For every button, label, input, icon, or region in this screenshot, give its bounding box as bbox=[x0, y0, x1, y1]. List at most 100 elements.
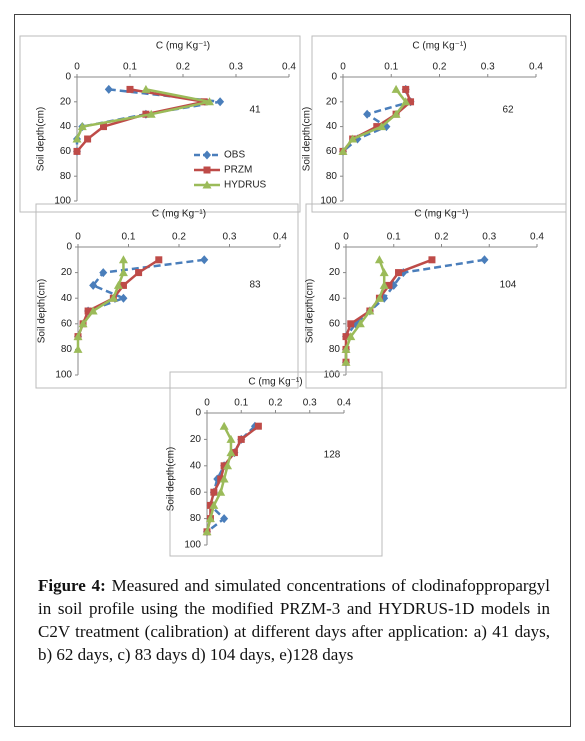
marker bbox=[428, 256, 436, 264]
marker bbox=[88, 306, 98, 315]
marker bbox=[126, 85, 134, 93]
x-tick-label: 0.3 bbox=[303, 398, 317, 409]
x-tick-label: 0.2 bbox=[176, 62, 190, 73]
y-tick-label: 40 bbox=[329, 293, 341, 304]
annotation: 62 bbox=[502, 105, 514, 116]
x-tick-label: 0.4 bbox=[529, 62, 543, 73]
x-tick-label: 0 bbox=[343, 232, 349, 243]
x-tick-label: 0 bbox=[204, 398, 210, 409]
y-tick-label: 0 bbox=[334, 242, 340, 253]
marker bbox=[146, 109, 156, 118]
y-tick-label: 0 bbox=[66, 242, 72, 253]
marker bbox=[203, 166, 211, 174]
marker bbox=[402, 85, 410, 93]
y-tick-label: 0 bbox=[331, 72, 337, 83]
y-tick-label: 80 bbox=[61, 344, 73, 355]
marker bbox=[206, 501, 214, 509]
marker bbox=[407, 98, 415, 106]
marker bbox=[237, 435, 245, 443]
marker bbox=[365, 306, 375, 315]
y-tick-label: 80 bbox=[326, 171, 338, 182]
y-tick-label: 80 bbox=[60, 171, 72, 182]
marker bbox=[202, 527, 212, 536]
marker bbox=[99, 268, 108, 278]
marker bbox=[379, 268, 389, 277]
marker bbox=[346, 332, 356, 341]
marker bbox=[341, 344, 351, 353]
marker bbox=[216, 97, 225, 107]
marker bbox=[155, 256, 163, 264]
annotation: 128 bbox=[324, 450, 341, 461]
series-line bbox=[76, 258, 160, 338]
legend-label: HYDRUS bbox=[224, 180, 267, 191]
x-tick-label: 0.4 bbox=[337, 398, 351, 409]
annotation: 104 bbox=[500, 280, 517, 291]
y-tick-label: 40 bbox=[326, 121, 338, 132]
marker bbox=[203, 150, 211, 160]
marker bbox=[219, 474, 229, 483]
marker bbox=[108, 293, 118, 302]
y-tick-label: 0 bbox=[195, 408, 201, 419]
marker bbox=[480, 255, 489, 265]
marker bbox=[209, 500, 219, 509]
chart-title: C (mg Kg⁻¹) bbox=[414, 209, 468, 220]
chart-frame bbox=[311, 35, 567, 213]
marker bbox=[391, 84, 401, 93]
x-tick-label: 0 bbox=[74, 62, 80, 73]
marker bbox=[216, 487, 226, 496]
y-tick-label: 100 bbox=[184, 540, 201, 551]
x-tick-label: 0.2 bbox=[433, 62, 447, 73]
y-tick-label: 100 bbox=[323, 370, 340, 381]
annotation: 41 bbox=[249, 105, 261, 116]
x-tick-label: 0.3 bbox=[223, 232, 237, 243]
marker bbox=[200, 255, 209, 265]
y-tick-label: 20 bbox=[60, 96, 72, 107]
marker bbox=[347, 320, 355, 328]
marker bbox=[118, 268, 128, 277]
x-tick-label: 0.3 bbox=[482, 232, 496, 243]
marker bbox=[84, 135, 92, 143]
series-line bbox=[344, 258, 433, 363]
x-tick-label: 0.1 bbox=[384, 62, 398, 73]
marker bbox=[374, 255, 384, 264]
marker bbox=[223, 461, 233, 470]
y-tick-label: 60 bbox=[61, 318, 73, 329]
caption-text: Measured and simulated concentrations of… bbox=[38, 576, 551, 664]
y-tick-label: 0 bbox=[65, 72, 71, 83]
series-line bbox=[76, 88, 205, 153]
x-tick-label: 0.1 bbox=[234, 398, 248, 409]
chart-title: C (mg Kg⁻¹) bbox=[156, 41, 210, 52]
marker bbox=[78, 319, 88, 328]
figure-frame bbox=[14, 14, 571, 727]
chart-frame bbox=[19, 35, 301, 213]
x-tick-label: 0.4 bbox=[530, 232, 544, 243]
marker bbox=[385, 281, 393, 289]
marker bbox=[84, 307, 92, 315]
x-tick-label: 0 bbox=[75, 232, 81, 243]
marker bbox=[374, 293, 384, 302]
y-axis-label: Soil depth(cm) bbox=[37, 279, 48, 343]
y-tick-label: 60 bbox=[326, 146, 338, 157]
marker bbox=[220, 462, 228, 470]
marker bbox=[100, 123, 107, 131]
marker bbox=[119, 293, 128, 303]
y-tick-label: 60 bbox=[190, 487, 202, 498]
chart-title: C (mg Kg⁻¹) bbox=[412, 41, 466, 52]
chart-title: C (mg Kg⁻¹) bbox=[248, 377, 302, 388]
marker bbox=[348, 134, 358, 143]
marker bbox=[401, 97, 411, 106]
y-tick-label: 20 bbox=[190, 434, 202, 445]
marker bbox=[89, 280, 98, 290]
marker bbox=[205, 514, 215, 523]
y-axis-label: Soil depth(cm) bbox=[302, 107, 313, 171]
marker bbox=[379, 280, 389, 289]
x-tick-label: 0.2 bbox=[435, 232, 449, 243]
caption: Figure 4: Measured and simulated concent… bbox=[38, 574, 550, 666]
y-tick-label: 40 bbox=[61, 293, 73, 304]
chart-frame bbox=[169, 371, 383, 557]
y-axis-label: Soil depth(cm) bbox=[36, 107, 47, 171]
x-tick-label: 0.2 bbox=[269, 398, 283, 409]
x-tick-label: 0.3 bbox=[481, 62, 495, 73]
x-tick-label: 0.1 bbox=[387, 232, 401, 243]
